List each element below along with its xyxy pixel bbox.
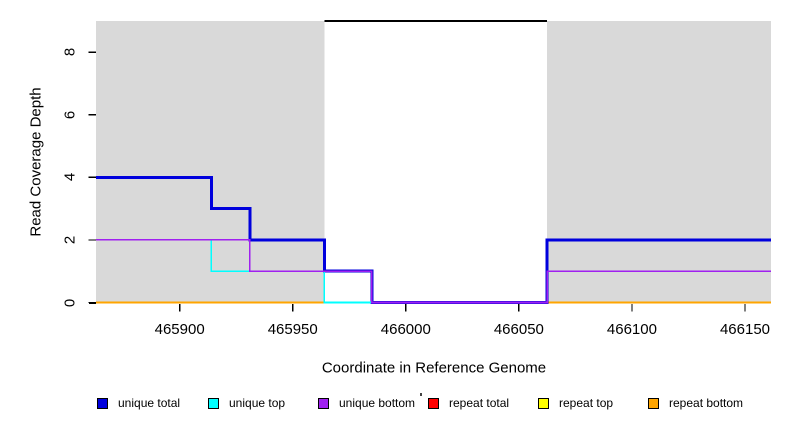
legend-label: repeat bottom <box>669 396 744 410</box>
legend-item-repeat-bottom: repeat bottom <box>648 396 743 410</box>
legend-item-unique-bottom: unique bottom <box>318 396 415 410</box>
y-tick-label: 2 <box>61 235 79 245</box>
x-tick-label: 466150 <box>719 321 771 338</box>
legend-swatch-icon <box>318 397 329 409</box>
x-tick-label: 466050 <box>493 321 544 338</box>
legend-swatch-icon <box>428 397 439 409</box>
legend-swatch-icon <box>208 397 219 409</box>
y-tick-label: 0 <box>61 298 79 307</box>
x-axis-title: Coordinate in Reference Genome <box>321 359 547 377</box>
legend-label: unique bottom <box>339 396 416 410</box>
legend-label: unique top <box>229 396 286 410</box>
legend-label: repeat top <box>559 396 614 410</box>
legend-item-unique-total: unique total <box>97 396 180 410</box>
right-shaded-region <box>547 21 771 303</box>
x-tick-label: 465900 <box>154 321 205 338</box>
legend-swatch-icon <box>97 397 108 409</box>
x-tick-label: 465950 <box>267 321 318 338</box>
y-tick-label: 8 <box>61 48 79 57</box>
stray-mark <box>420 393 422 396</box>
legend-item-repeat-top: repeat top <box>538 396 613 410</box>
legend-label: repeat total <box>449 396 510 410</box>
left-shaded-region <box>96 21 325 303</box>
legend-swatch-icon <box>648 397 659 409</box>
legend-item-unique-top: unique top <box>208 396 285 410</box>
x-tick-label: 466100 <box>606 321 657 338</box>
legend-label: unique total <box>118 396 181 410</box>
x-tick-label: 466000 <box>380 321 431 338</box>
y-tick-label: 6 <box>61 110 79 119</box>
legend-swatch-icon <box>538 397 549 409</box>
legend-item-repeat-total: repeat total <box>428 396 509 410</box>
y-tick-label: 4 <box>61 173 79 182</box>
y-axis-title: Read Coverage Depth <box>27 87 45 237</box>
series-unique-bottom <box>96 239 771 304</box>
